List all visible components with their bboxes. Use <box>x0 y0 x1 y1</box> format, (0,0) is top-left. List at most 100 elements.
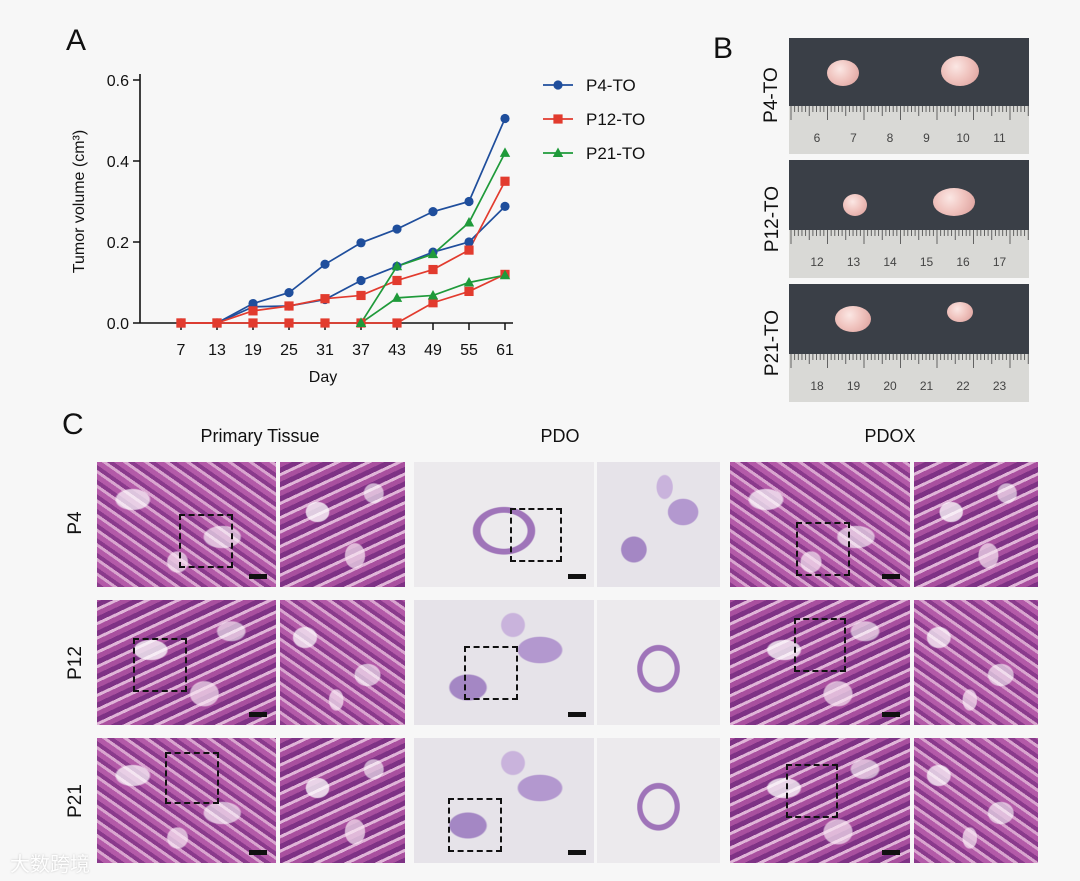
tumor-specimen <box>827 60 859 86</box>
x-tick-label: 25 <box>280 342 298 359</box>
x-tick-label: 61 <box>496 342 514 359</box>
data-point <box>463 277 475 287</box>
ruler-number: 12 <box>810 255 824 269</box>
ruler-number: 11 <box>993 131 1006 145</box>
series-line <box>181 118 506 324</box>
he-image-primary-p12 <box>97 600 276 725</box>
data-point <box>320 259 330 269</box>
legend-label: P21-TO <box>586 144 645 163</box>
he-image-pdo-p21-zoom <box>597 738 720 863</box>
data-point <box>500 176 510 186</box>
ruler-number: 19 <box>847 379 861 393</box>
data-point <box>392 275 402 286</box>
ruler-number: 13 <box>847 255 861 269</box>
data-point <box>176 318 186 328</box>
scale-bar <box>249 850 267 855</box>
data-point <box>463 217 475 227</box>
data-point <box>356 290 366 301</box>
he-image-pdo-p12-zoom <box>597 600 720 725</box>
tumor-photo-p21: 18192021222324 <box>789 284 1029 402</box>
tumor-specimen <box>933 188 975 216</box>
ruler-number: 10 <box>956 131 970 145</box>
data-point <box>212 318 222 328</box>
ruler-number: 9 <box>923 131 930 145</box>
he-image-pdo-p4 <box>414 462 594 587</box>
data-point <box>428 207 438 217</box>
he-image-pdox-p21 <box>730 738 910 863</box>
he-image-pdo-p12 <box>414 600 594 725</box>
he-image-pdox-p12 <box>730 600 910 725</box>
data-point <box>427 248 439 259</box>
column-title-pdox: PDOX <box>864 426 916 446</box>
ruler-number: 18 <box>810 379 824 393</box>
data-point <box>320 318 330 328</box>
tumor-specimen <box>941 56 979 86</box>
row-label-p4: P4 <box>65 511 86 535</box>
series-line <box>181 273 506 324</box>
zoom-box <box>133 638 187 692</box>
data-point <box>464 237 474 247</box>
data-point <box>428 264 438 275</box>
x-tick-label: 7 <box>177 342 186 359</box>
ruler-number: 14 <box>883 255 897 269</box>
data-point <box>284 301 294 311</box>
data-point <box>464 286 474 297</box>
tumor-specimen <box>843 194 867 216</box>
he-image-primary-p4-zoom <box>280 462 405 587</box>
he-image-pdox-p21-zoom <box>914 738 1038 863</box>
data-point <box>500 113 510 124</box>
zoom-box <box>179 514 233 568</box>
photo-label-p12: P12-TO <box>762 185 783 253</box>
y-tick-label: 0.0 <box>107 316 129 333</box>
data-point <box>499 147 511 157</box>
data-point <box>553 80 563 90</box>
he-image-primary-p21 <box>97 738 276 863</box>
x-tick-label: 55 <box>460 342 478 359</box>
x-tick-label: 49 <box>424 342 442 359</box>
panel-b-label: B <box>713 32 734 65</box>
zoom-box <box>165 752 219 804</box>
y-tick-label: 0.6 <box>107 73 129 90</box>
scale-bar <box>568 574 586 579</box>
data-point <box>464 196 474 207</box>
tumor-specimen <box>835 306 871 332</box>
data-point <box>464 245 474 255</box>
x-tick-label: 19 <box>244 342 262 359</box>
scale-bar <box>568 712 586 717</box>
zoom-box <box>448 798 502 852</box>
he-image-primary-p4 <box>97 462 276 587</box>
zoom-box <box>794 618 846 672</box>
data-point <box>248 318 258 328</box>
data-point <box>553 114 563 124</box>
ruler-number: 7 <box>850 131 857 145</box>
ruler-number: 15 <box>920 255 934 269</box>
data-point <box>391 260 403 271</box>
y-tick-label: 0.4 <box>107 154 129 171</box>
x-tick-label: 37 <box>352 342 370 359</box>
data-point <box>355 317 367 327</box>
he-image-pdox-p12-zoom <box>914 600 1038 725</box>
x-tick-label: 31 <box>316 342 334 359</box>
x-tick-label: 43 <box>388 342 406 359</box>
y-tick-label: 0.2 <box>107 235 129 252</box>
scale-bar <box>568 850 586 855</box>
x-tick-label: 13 <box>208 342 226 359</box>
he-image-primary-p21-zoom <box>280 738 405 863</box>
ruler-number: 21 <box>920 379 934 393</box>
ruler-number: 22 <box>956 379 970 393</box>
series-line <box>181 205 506 324</box>
legend-label: P4-TO <box>586 76 636 95</box>
ruler-number: 20 <box>883 379 897 393</box>
data-point <box>356 238 366 248</box>
tumor-volume-chart: 0.0 0.2 0.4 0.6 7 13 19 25 31 37 43 49 55 61 Day Tumor … <box>71 73 645 386</box>
he-image-pdox-p4 <box>730 462 910 587</box>
he-image-pdox-p4-zoom <box>914 462 1038 587</box>
zoom-box <box>510 508 562 562</box>
data-point <box>428 298 438 308</box>
row-label-p12: P12 <box>65 646 86 680</box>
data-point <box>320 294 330 304</box>
photo-label-p21: P21-TO <box>762 309 783 377</box>
series-line <box>181 180 506 324</box>
data-point <box>499 269 511 280</box>
